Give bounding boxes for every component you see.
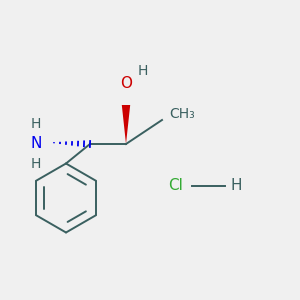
Text: H: H	[31, 157, 41, 170]
Text: O: O	[120, 76, 132, 92]
Text: H: H	[231, 178, 242, 194]
Text: H: H	[31, 118, 41, 131]
Polygon shape	[122, 105, 130, 144]
Text: CH₃: CH₃	[169, 107, 195, 121]
Text: Cl: Cl	[168, 178, 183, 194]
Text: H: H	[137, 64, 148, 78]
Text: N: N	[30, 136, 42, 152]
